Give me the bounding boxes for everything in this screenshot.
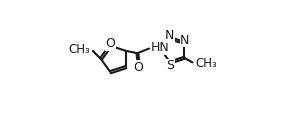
Text: CH₃: CH₃	[68, 43, 90, 56]
Text: CH₃: CH₃	[195, 57, 217, 70]
Text: S: S	[166, 59, 174, 72]
Text: O: O	[134, 61, 143, 74]
Text: N: N	[165, 29, 174, 42]
Text: HN: HN	[151, 42, 169, 55]
Text: O: O	[106, 37, 116, 50]
Text: N: N	[180, 34, 190, 46]
